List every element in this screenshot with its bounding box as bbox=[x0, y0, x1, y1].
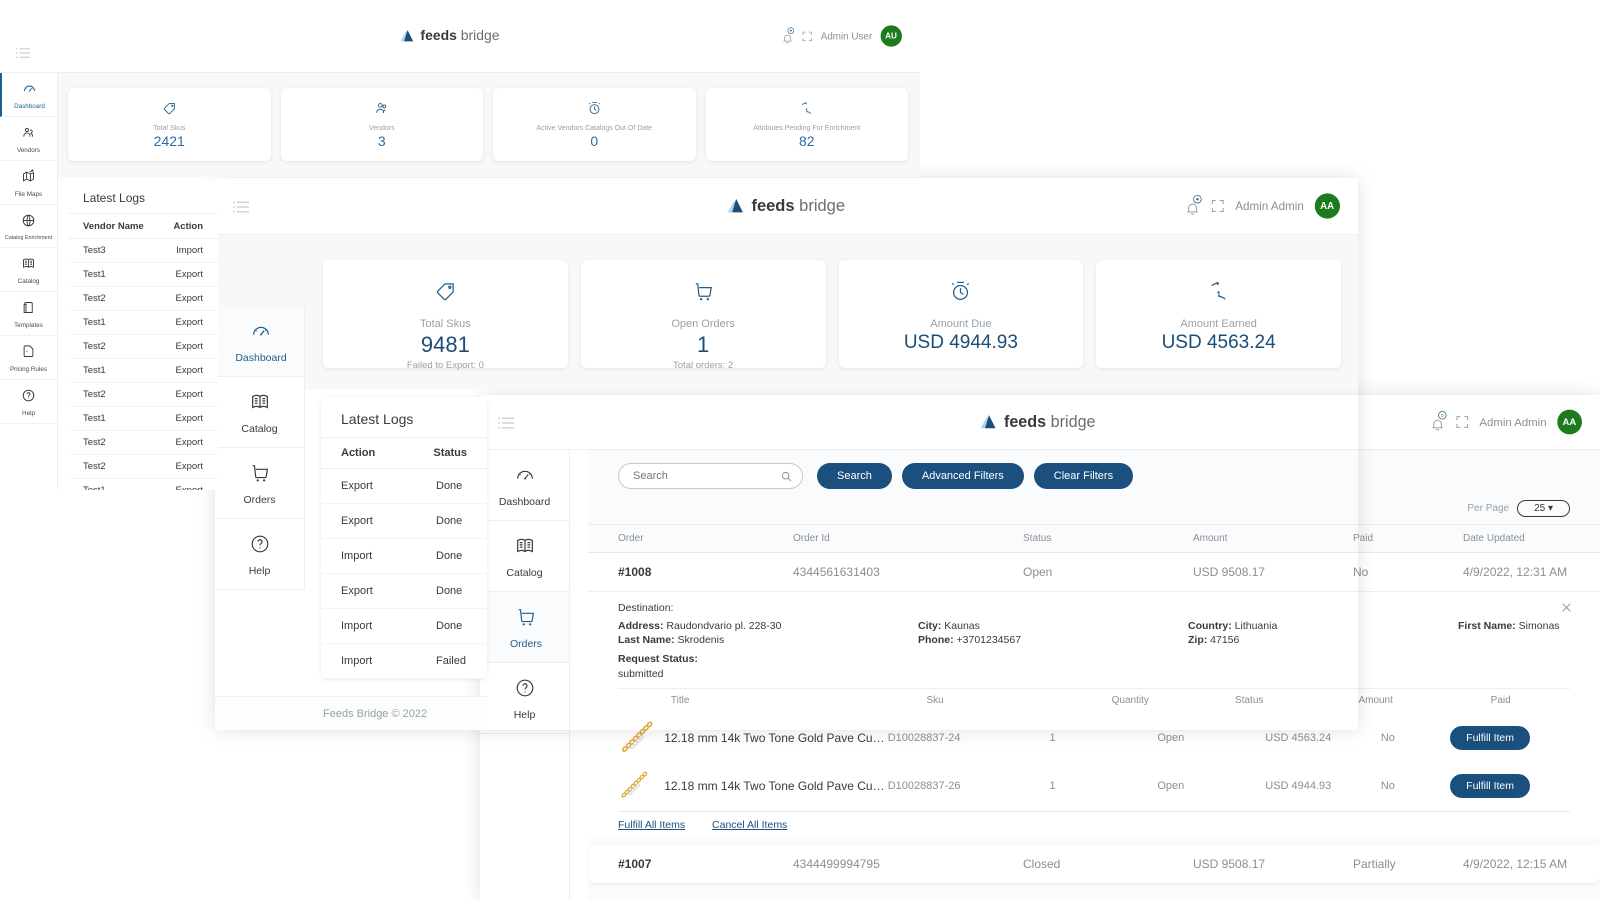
svg-text:0: 0 bbox=[1441, 413, 1444, 418]
